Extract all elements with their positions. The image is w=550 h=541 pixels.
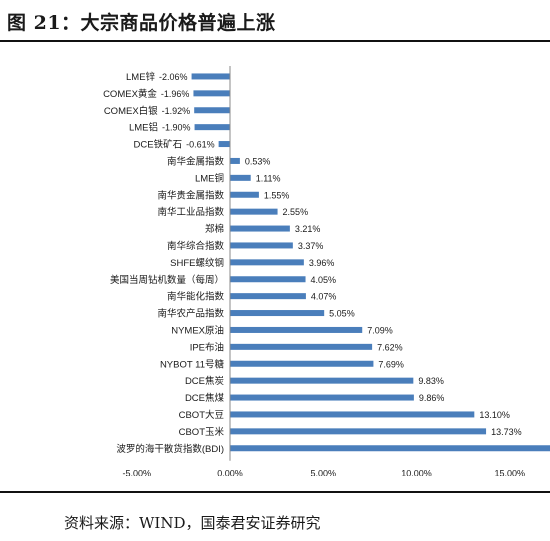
- bar-chart: LME锌 -2.06%COMEX黄金 -1.96%COMEX白银 -1.92% LME铝…: [103, 66, 550, 476]
- category-label: IPE布油: [190, 341, 224, 353]
- category-label: 美国当周钻机数量（每周）: [110, 274, 224, 286]
- category-label: COMEX白银: [104, 105, 158, 117]
- category-label: LME铝: [129, 122, 158, 134]
- bar: [230, 360, 374, 367]
- data-label: 7.62%: [377, 342, 403, 352]
- category-label: COMEX黄金: [103, 88, 157, 100]
- data-label: 3.96%: [309, 258, 335, 268]
- bar: [230, 157, 240, 164]
- data-label: 7.69%: [378, 359, 404, 369]
- category-label: NYBOT 11号糖: [160, 358, 225, 370]
- x-tick-label: 5.00%: [310, 469, 336, 476]
- x-tick-label: 15.00%: [494, 469, 525, 476]
- category-label: LME锌: [126, 71, 156, 83]
- bar: [230, 343, 373, 350]
- category-label: SHFE螺纹钢: [170, 257, 224, 269]
- x-tick-label: 0.00%: [217, 469, 243, 476]
- bar: [191, 73, 230, 80]
- category-label: CBOT大豆: [179, 409, 224, 421]
- data-label: 3.37%: [298, 241, 324, 251]
- bar: [193, 90, 230, 97]
- category-label: 南华综合指数: [167, 240, 225, 252]
- category-label: CBOT玉米: [179, 426, 225, 438]
- bar: [230, 293, 306, 300]
- data-label: -2.06%: [159, 72, 188, 82]
- category-label: 波罗的海干散货指数(BDI): [116, 443, 224, 455]
- data-label: 9.83%: [418, 376, 444, 386]
- data-label: -1.92%: [162, 106, 191, 116]
- bar: [230, 259, 304, 266]
- data-label: 4.07%: [311, 292, 337, 302]
- bottom-rule: [0, 491, 550, 493]
- data-label: 13.73%: [491, 427, 522, 437]
- category-label: 南华贵金属指数: [157, 189, 224, 201]
- top-rule: [0, 40, 550, 42]
- source-note: 资料来源：WIND，国泰君安证券研究: [64, 514, 321, 532]
- data-label: -1.90%: [162, 123, 191, 133]
- data-label: 2.55%: [283, 207, 309, 217]
- bar: [230, 428, 487, 435]
- category-label: DCE焦炭: [185, 375, 225, 387]
- category-label: 南华工业品指数: [157, 206, 224, 218]
- data-label: 0.53%: [245, 156, 271, 166]
- data-label: 1.11%: [256, 173, 281, 183]
- data-label: 9.86%: [419, 393, 445, 403]
- data-label: 4.05%: [311, 275, 337, 285]
- bar: [230, 276, 306, 283]
- data-label: -0.61%: [186, 140, 215, 150]
- category-label: DCE焦煤: [185, 392, 225, 404]
- data-label: 13.10%: [479, 410, 510, 420]
- bar: [230, 377, 414, 384]
- data-label: 5.05%: [329, 309, 355, 319]
- bar: [230, 445, 550, 452]
- figure-title: 图 21：大宗商品价格普遍上涨: [7, 12, 276, 34]
- category-label: 南华能化指数: [167, 291, 225, 303]
- bar: [230, 394, 414, 401]
- bar: [230, 326, 363, 333]
- bar: [194, 107, 230, 114]
- category-label: LME铜: [195, 172, 224, 184]
- category-label: 南华农产品指数: [157, 308, 224, 320]
- bar: [230, 191, 259, 198]
- bar: [230, 310, 325, 317]
- category-label: 郑棉: [205, 223, 224, 235]
- bar: [230, 242, 293, 249]
- data-label: 1.55%: [264, 190, 290, 200]
- bar: [218, 141, 230, 148]
- x-tick-label: 10.00%: [401, 469, 432, 476]
- category-label: NYMEX原油: [171, 324, 224, 336]
- bar: [230, 411, 475, 418]
- data-label: -1.96%: [161, 89, 190, 99]
- category-label: DCE铁矿石: [134, 139, 183, 151]
- bar: [230, 208, 278, 215]
- bar: [194, 124, 230, 131]
- data-label: 3.21%: [295, 224, 321, 234]
- bar: [230, 174, 251, 181]
- x-tick-label: -5.00%: [122, 469, 151, 476]
- category-label: 南华金属指数: [167, 155, 225, 167]
- data-label: 7.09%: [367, 325, 393, 335]
- bar: [230, 225, 290, 232]
